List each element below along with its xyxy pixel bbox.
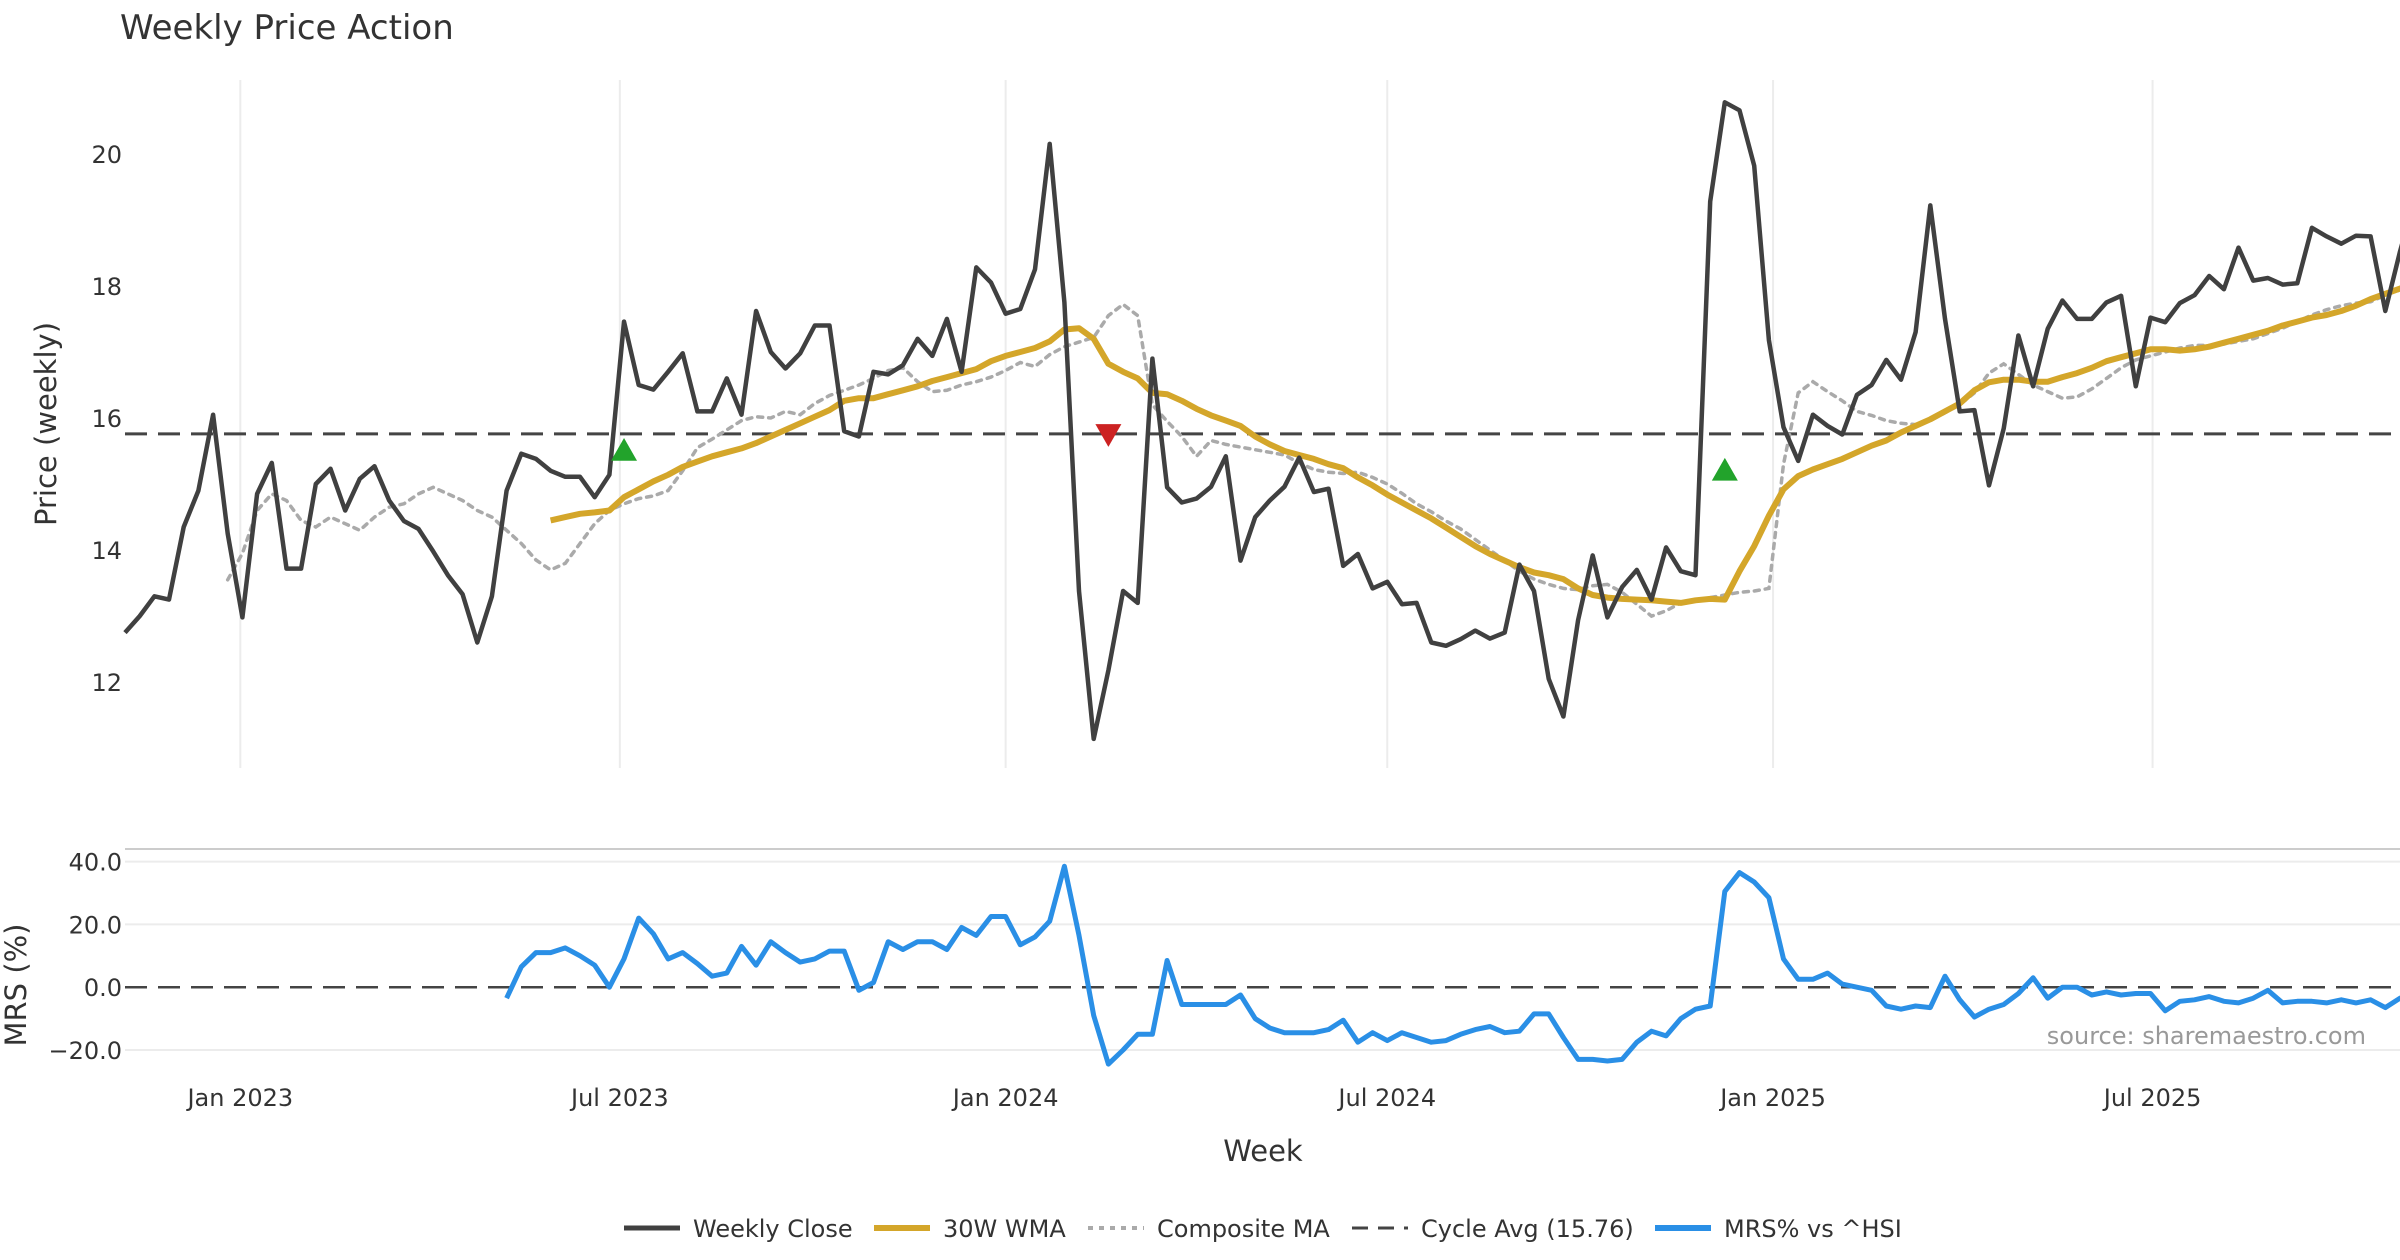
mrs-y-axis-title: MRS (%) (0, 924, 33, 1047)
x-tick-label: Jul 2025 (2102, 1084, 2202, 1112)
mrs-y-tick-label: 40.0 (69, 849, 122, 877)
legend-item-weekly-close: Weekly Close (624, 1215, 853, 1243)
signal-markers (611, 424, 1738, 481)
source-label: source: sharemaestro.com (2047, 1022, 2366, 1050)
mrs-y-ticks: 40.0 20.0 0.0 −20.0 (48, 849, 122, 1065)
price-y-tick-label: 18 (91, 273, 122, 301)
price-y-tick-label: 20 (91, 141, 122, 169)
x-tick-label: Jul 2023 (569, 1084, 669, 1112)
mrs-y-tick-label: 0.0 (84, 974, 122, 1002)
mrs-line (504, 863, 2400, 1067)
x-tick-label: Jan 2024 (951, 1084, 1059, 1112)
legend-label-cycle-avg: Cycle Avg (15.76) (1421, 1215, 1634, 1243)
legend-label-composite-ma: Composite MA (1157, 1215, 1330, 1243)
price-y-tick-label: 16 (91, 405, 122, 433)
x-tick-label: Jan 2025 (1718, 1084, 1826, 1112)
grid (125, 80, 2400, 1052)
legend-item-cycle-avg: Cycle Avg (15.76) (1352, 1215, 1634, 1243)
x-ticks: Jan 2023 Jul 2023 Jan 2024 Jul 2024 Jan 2025… (185, 1084, 2201, 1112)
weekly-close-line (123, 100, 2400, 742)
mrs-y-tick-label: −20.0 (48, 1037, 122, 1065)
buy-signal-marker (1711, 457, 1738, 481)
x-tick-label: Jul 2024 (1336, 1084, 1436, 1112)
price-panel: 12 14 16 18 20 Price (weekly) (29, 100, 2400, 742)
chart-title: Weekly Price Action (120, 8, 454, 48)
mrs-panel: 40.0 20.0 0.0 −20.0 MRS (%) source: sharema… (0, 848, 2400, 1067)
legend-item-mrs: MRS% vs ^HSI (1655, 1215, 1902, 1243)
x-axis-title: Week (1223, 1134, 1303, 1168)
price-y-tick-label: 12 (91, 669, 122, 697)
legend: Weekly Close 30W WMA Composite MA Cycle … (624, 1215, 1902, 1243)
legend-item-composite-ma: Composite MA (1088, 1215, 1330, 1243)
mrs-y-tick-label: 20.0 (69, 911, 122, 939)
price-y-axis-title: Price (weekly) (29, 322, 63, 526)
legend-item-wma: 30W WMA (874, 1215, 1066, 1243)
legend-label-weekly-close: Weekly Close (693, 1215, 853, 1243)
price-y-ticks: 12 14 16 18 20 (91, 141, 122, 697)
x-tick-label: Jan 2023 (185, 1084, 293, 1112)
wma-line (549, 285, 2400, 606)
sell-signal-marker (1095, 424, 1122, 447)
legend-label-wma: 30W WMA (943, 1215, 1066, 1243)
legend-label-mrs: MRS% vs ^HSI (1724, 1215, 1902, 1243)
buy-signal-marker (611, 438, 638, 461)
price-y-tick-label: 14 (91, 537, 122, 565)
